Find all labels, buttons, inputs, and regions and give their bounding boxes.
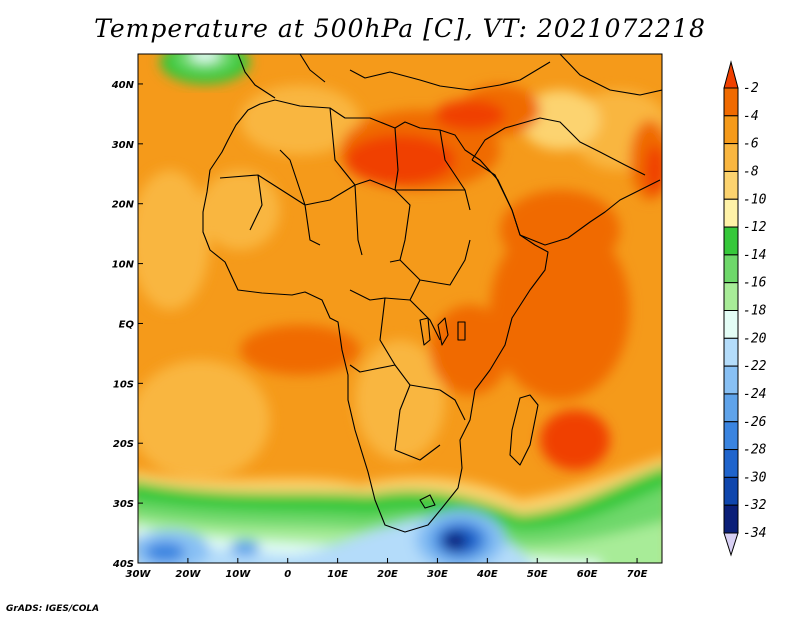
coastline-borders (202, 54, 662, 533)
lon-tick-label: 20W (175, 569, 201, 580)
lat-tick-label: 40S (112, 559, 134, 570)
colorbar-legend: -2 -4 -6 -8 -10 -12 -14 -16 -18 -20 -22 -24 -26 -28 -3… (723, 60, 767, 557)
colorbar-swatch (723, 226, 739, 256)
colorbar-label: -14 (743, 248, 766, 263)
colorbar-swatch (723, 393, 739, 423)
lat-tick-label: EQ (119, 319, 135, 330)
longitude-axis: 30W 20W 10W 0 10E 20E 30E 40E 50E 60E 70E (126, 558, 648, 580)
colorbar-swatch (723, 365, 739, 395)
colorbar-label: -24 (743, 387, 766, 402)
colorbar-swatch (723, 337, 739, 367)
colorbar-swatch (723, 87, 739, 117)
lon-tick-label: 30E (427, 569, 448, 580)
lon-tick-label: 70E (627, 569, 648, 580)
colorbar-label: -18 (743, 304, 767, 319)
colorbar-label: -6 (743, 137, 759, 152)
lat-tick-label: 30S (113, 499, 134, 510)
temperature-field (138, 54, 662, 563)
lon-tick-label: 0 (284, 569, 291, 580)
colorbar-label: -2 (743, 81, 759, 96)
colorbar-label: -28 (743, 443, 767, 458)
credit-label: GrADS: IGES/COLA (6, 604, 100, 614)
map-title: Temperature at 500hPa [C], VT: 202107221… (94, 14, 706, 43)
colorbar-label: -20 (743, 331, 767, 346)
colorbar-label: -16 (743, 276, 767, 291)
colorbar-swatch (723, 476, 739, 506)
lon-tick-label: 30W (126, 569, 152, 580)
colorbar-label: -32 (743, 498, 767, 513)
colorbar-swatch (723, 504, 739, 534)
latitude-axis: 40N 30N 20N 10N EQ 10S 20S 30S 40S (111, 80, 143, 570)
lon-tick-label: 50E (527, 569, 548, 580)
colorbar-swatch (723, 115, 739, 145)
colorbar-label: -8 (743, 164, 759, 179)
colorbar-swatch (723, 449, 739, 478)
lat-tick-label: 30N (112, 140, 135, 151)
colorbar-swatch (723, 282, 739, 311)
colorbar-swatch (723, 198, 739, 228)
lat-tick-label: 40N (111, 80, 135, 91)
lon-tick-label: 10E (327, 569, 348, 580)
lat-tick-label: 20N (112, 200, 135, 211)
lat-tick-label: 10S (113, 379, 134, 390)
colorbar-swatch (723, 310, 739, 339)
colorbar-label: -34 (743, 526, 766, 541)
lon-tick-label: 40E (476, 569, 498, 580)
colorbar-label: -30 (743, 470, 767, 485)
colorbar-label: -10 (743, 192, 767, 207)
lat-tick-label: 20S (113, 439, 134, 450)
colorbar-swatch (723, 143, 739, 172)
lon-tick-label: 10W (225, 569, 251, 580)
colorbar-bottom-arrow (723, 532, 739, 557)
colorbar-swatch (723, 254, 739, 284)
colorbar-label: -22 (743, 359, 767, 374)
colorbar-swatch (723, 170, 739, 200)
lon-tick-label: 60E (577, 569, 598, 580)
colorbar-top-arrow (723, 60, 739, 89)
map-frame (137, 53, 663, 564)
colorbar-label: -4 (743, 109, 759, 124)
lon-tick-label: 20E (377, 569, 398, 580)
colorbar-label: -26 (743, 415, 767, 430)
lat-tick-label: 10N (112, 260, 135, 271)
colorbar-swatch (723, 421, 739, 451)
colorbar-label: -12 (743, 220, 767, 235)
